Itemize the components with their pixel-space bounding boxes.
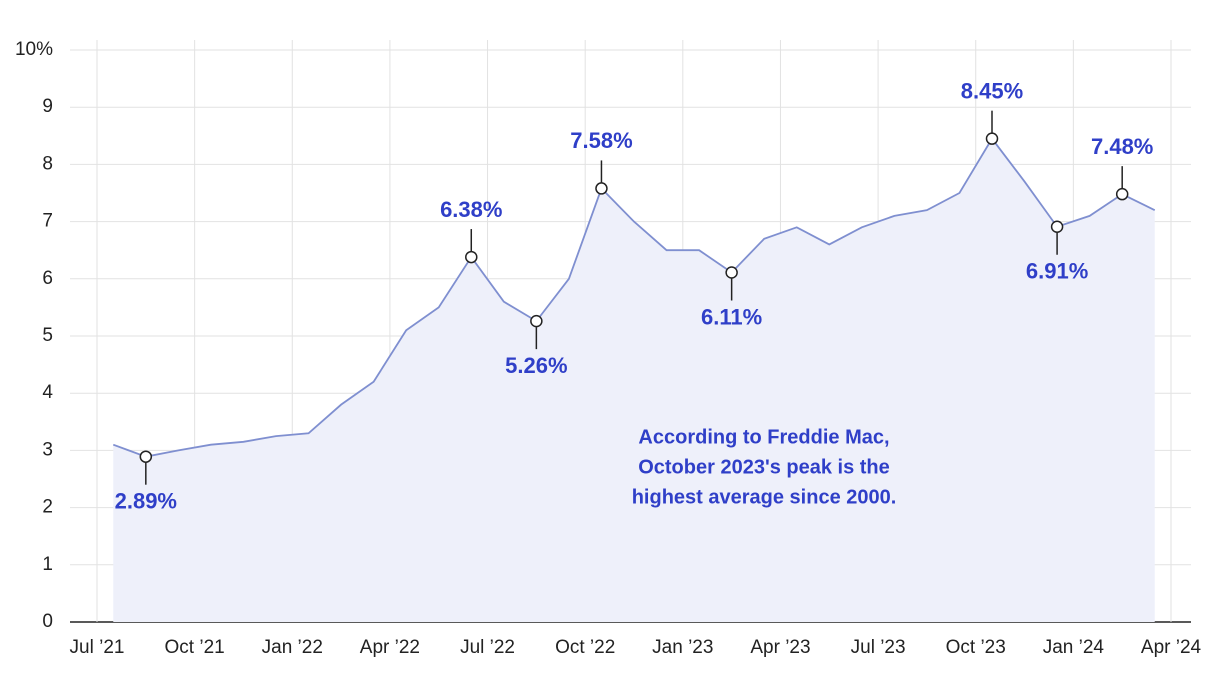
line [112, 137, 1156, 458]
y-tick-label: 9 [42, 96, 53, 117]
value-label: 6.11% [701, 304, 762, 329]
x-tick-label: Jan ’23 [652, 637, 713, 658]
x-tick-label: Oct ’22 [555, 637, 615, 658]
x-tick-label: Oct ’23 [946, 637, 1006, 658]
point-marker [530, 314, 543, 328]
value-label: 5.26% [505, 353, 567, 378]
y-tick-label: 6 [42, 268, 53, 289]
y-tick-label: 7 [42, 211, 53, 232]
x-tick-label: Apr ’24 [1141, 637, 1202, 658]
y-tick-label: 1 [42, 554, 53, 575]
point-marker [725, 266, 738, 279]
x-tick-label: Jul ’22 [460, 637, 515, 658]
value-label: 8.45% [961, 78, 1023, 103]
y-tick-label: 4 [42, 382, 53, 403]
x-tick-label: Jan ’22 [262, 637, 323, 658]
y-tick-label: 3 [42, 439, 53, 460]
value-label: 2.89% [115, 489, 177, 514]
annotation: highest average since 2000. [632, 486, 897, 508]
annotation: October 2023's peak is the [638, 456, 890, 478]
annotation: According to Freddie Mac, [638, 426, 889, 448]
point-marker [595, 182, 608, 195]
y-tick-label: 2 [42, 497, 53, 518]
value-label: 6.38% [440, 197, 502, 222]
x-tick-label: Jul ’21 [70, 637, 125, 658]
y-tick-label: 5 [42, 325, 53, 346]
x-tick-label: Apr ’23 [750, 637, 810, 658]
x-tick-label: Oct ’21 [165, 637, 225, 658]
area [113, 138, 1155, 622]
y-tick-label: 0 [42, 611, 53, 632]
x-tick-label: Jul ’23 [851, 637, 906, 658]
y-tick-label: 8 [42, 153, 53, 174]
point-marker [985, 132, 999, 145]
point-marker [139, 450, 153, 463]
value-label: 7.58% [570, 128, 632, 153]
value-label: 6.91% [1026, 259, 1088, 284]
value-label: 7.48% [1091, 134, 1153, 159]
y-tick-label: 10% [15, 39, 53, 60]
x-tick-label: Jan ’24 [1043, 637, 1105, 658]
x-tick-label: Apr ’22 [360, 637, 420, 658]
point-marker [1115, 187, 1129, 201]
point-marker [465, 250, 478, 264]
point-marker [1050, 220, 1064, 233]
